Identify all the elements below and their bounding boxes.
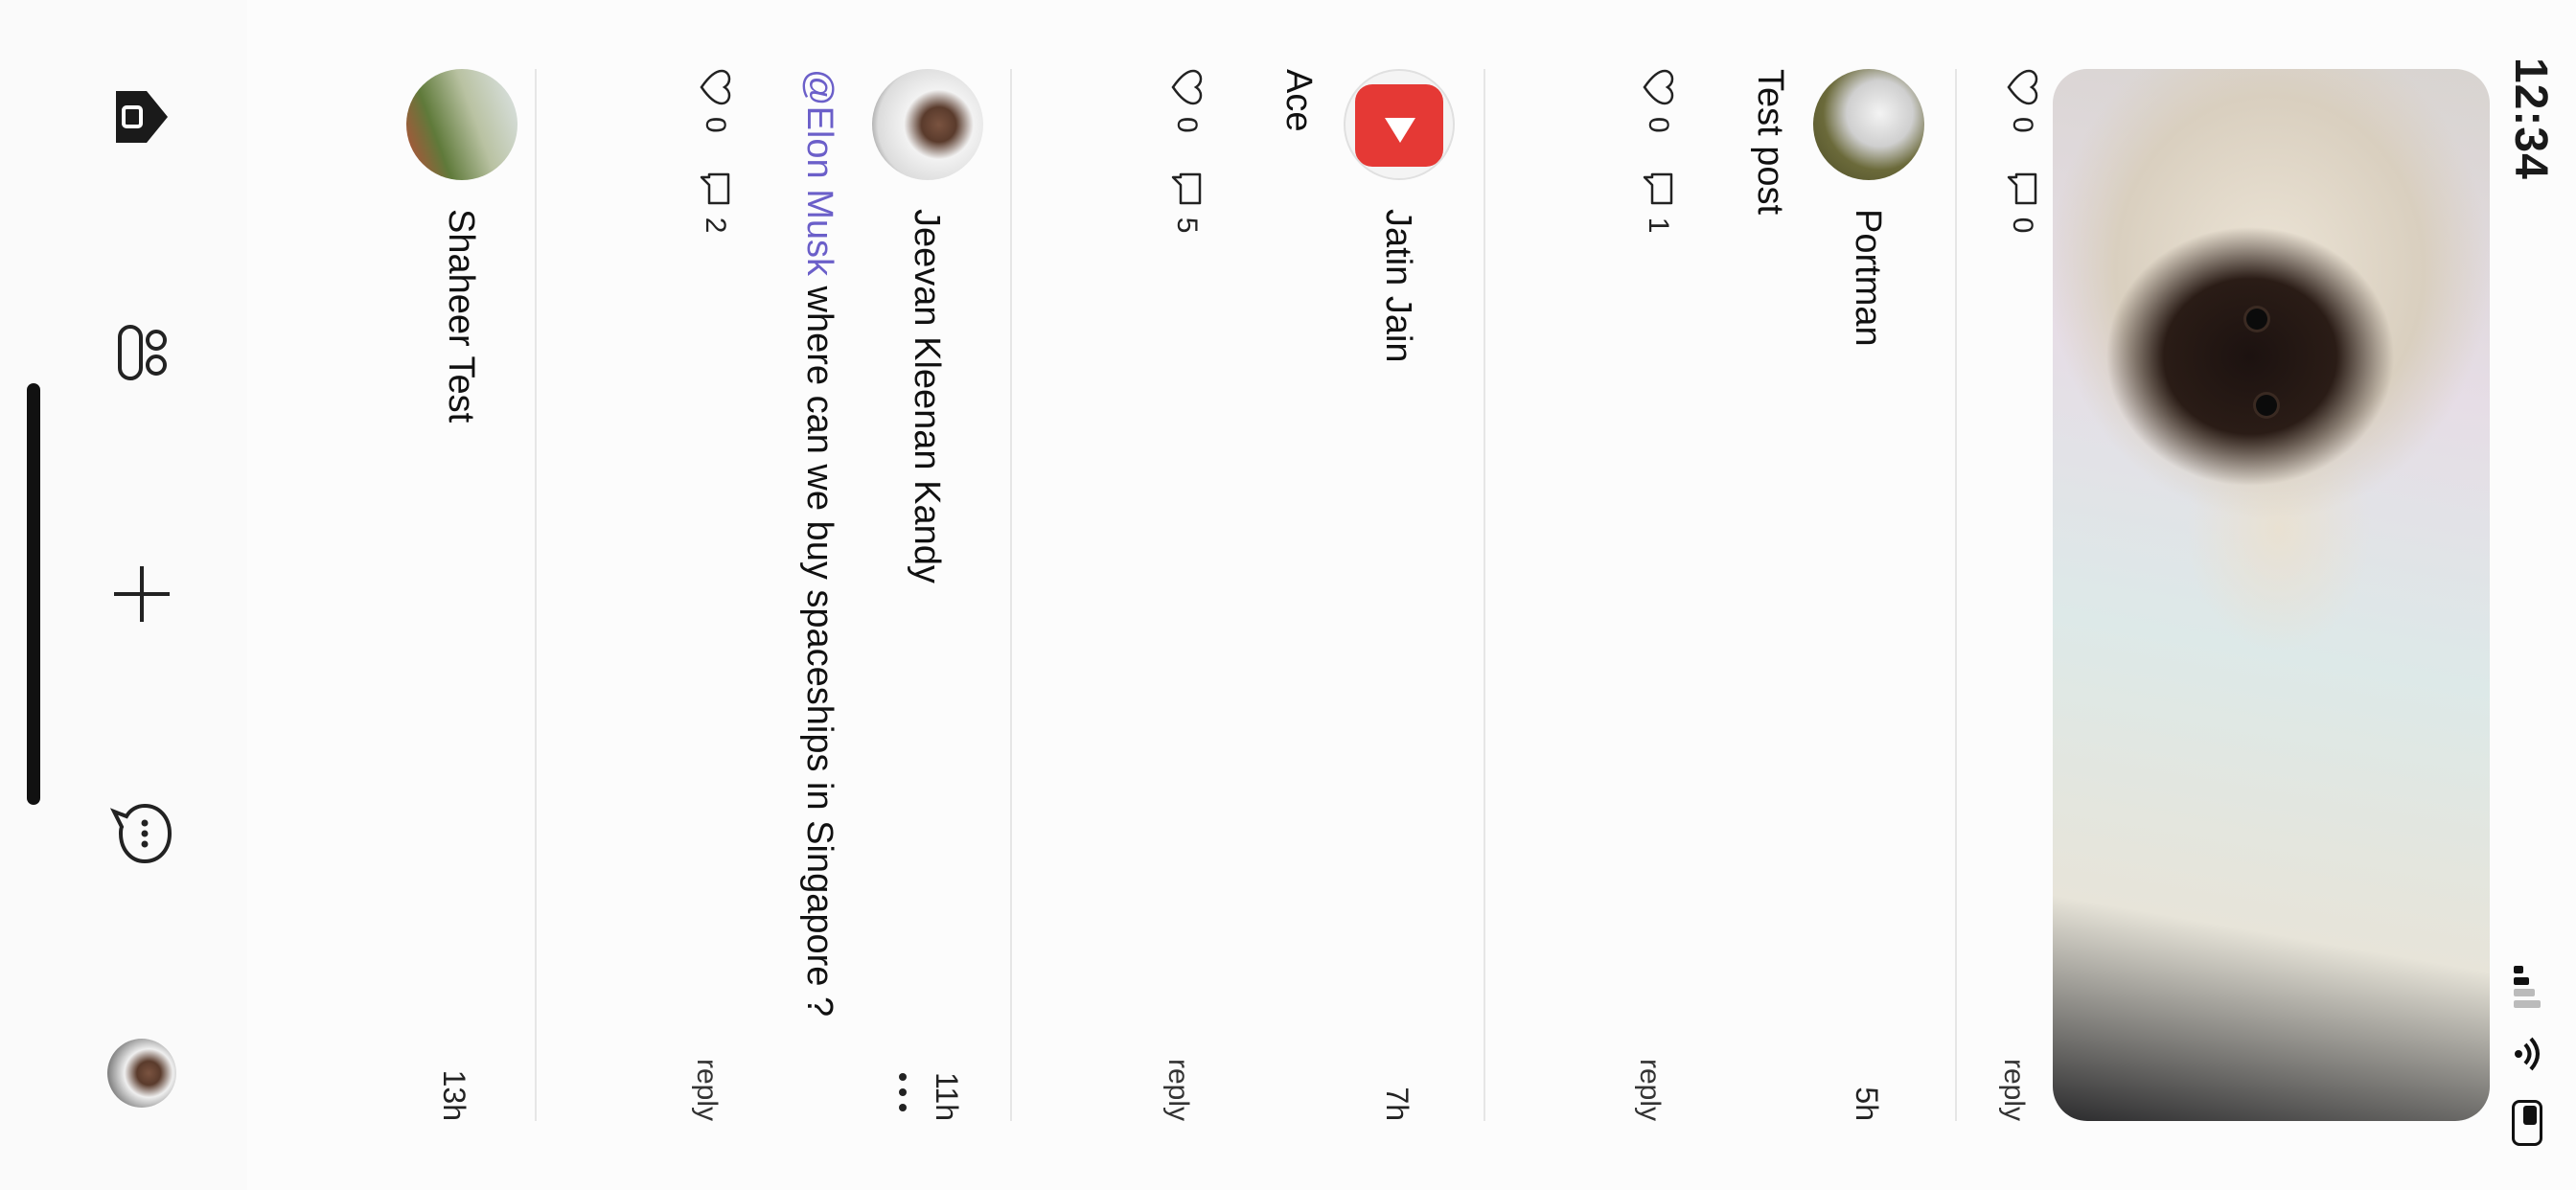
nav-people[interactable]	[94, 305, 190, 400]
nav-home[interactable]	[94, 69, 190, 165]
comment-button[interactable]: 1	[1641, 172, 1675, 234]
like-count: 0	[1643, 117, 1674, 133]
heart-icon	[2007, 69, 2038, 105]
plus-icon	[114, 566, 170, 622]
comment-count: 2	[700, 217, 731, 234]
post-time: 5h	[1850, 1087, 1884, 1121]
like-button[interactable]: 0	[1642, 69, 1674, 133]
like-count: 0	[700, 117, 731, 133]
reply-link[interactable]: reply	[1634, 1058, 1666, 1121]
post-card[interactable]: Portman 5h Test post 0 1 reply	[1503, 69, 1924, 1121]
post-author[interactable]: Portman	[1848, 209, 1888, 347]
avatar[interactable]	[872, 69, 983, 180]
post-author[interactable]: Shaheer Test	[441, 209, 481, 423]
divider	[1955, 69, 1957, 1121]
divider	[535, 69, 537, 1121]
post-text-body: where can we buy spaceships in Singapore…	[799, 275, 840, 1018]
like-count: 0	[1171, 117, 1203, 133]
nav-messages[interactable]	[94, 786, 190, 881]
like-button[interactable]: 0	[2006, 69, 2038, 133]
like-button[interactable]: 0	[1170, 69, 1203, 133]
home-indicator[interactable]	[27, 383, 40, 805]
post-time: 11h	[930, 1071, 964, 1121]
avatar[interactable]	[1344, 69, 1455, 180]
status-time: 12:34	[2505, 57, 2556, 180]
nav-profile[interactable]	[94, 1025, 190, 1121]
chat-bubble-icon	[109, 803, 172, 864]
comment-count: 1	[1643, 217, 1674, 234]
like-button[interactable]: 0	[699, 69, 731, 133]
more-options-icon[interactable]	[899, 1073, 907, 1111]
nav-create[interactable]	[94, 546, 190, 642]
like-count: 0	[2007, 117, 2038, 133]
post-image[interactable]	[2053, 69, 2490, 1121]
post-time: 7h	[1380, 1087, 1414, 1121]
heart-icon	[1643, 69, 1674, 105]
avatar[interactable]	[406, 69, 518, 180]
comment-icon	[1643, 172, 1673, 204]
puppy-eye	[2246, 309, 2267, 330]
comment-count: 0	[2007, 217, 2038, 234]
battery-icon	[2512, 1100, 2542, 1146]
reply-link[interactable]: reply	[691, 1058, 723, 1121]
post-text: Test post	[1750, 69, 1790, 216]
post-time: 13h	[437, 1069, 472, 1121]
wifi-icon	[2515, 1037, 2540, 1071]
signal-icon	[2514, 966, 2541, 1008]
reply-link[interactable]: reply	[1162, 1058, 1194, 1121]
mention-link[interactable]: @Elon Musk	[799, 69, 840, 276]
puppy-eye	[2256, 395, 2277, 416]
home-icon	[116, 91, 168, 143]
post-card[interactable]: Shaheer Test 13h	[326, 69, 518, 1121]
comment-count: 5	[1171, 217, 1203, 234]
heart-icon	[700, 69, 731, 105]
comment-icon	[700, 172, 730, 204]
reply-link[interactable]: reply	[1998, 1058, 2030, 1121]
post-author[interactable]: Jeevan Kleenan Kandy	[907, 209, 947, 584]
profile-avatar	[107, 1039, 176, 1108]
bottom-nav	[0, 0, 247, 1190]
people-icon	[118, 325, 167, 380]
post-actions-top: 0 0 reply	[1972, 69, 2039, 1121]
avatar[interactable]	[1813, 69, 1924, 180]
play-icon	[1385, 118, 1415, 143]
post-text: Ace	[1278, 69, 1319, 132]
post-card[interactable]: Jeevan Kleenan Kandy 11h @Elon Musk wher…	[533, 69, 983, 1121]
divider	[1010, 69, 1012, 1121]
comment-icon	[1171, 172, 1202, 204]
comment-button[interactable]: 2	[698, 172, 732, 234]
comment-button[interactable]: 5	[1169, 172, 1204, 234]
heart-icon	[1171, 69, 1203, 105]
post-author[interactable]: Jatin Jain	[1378, 209, 1418, 363]
status-icons	[2512, 966, 2542, 1146]
comment-button[interactable]: 0	[2005, 172, 2039, 234]
comment-icon	[2007, 172, 2037, 204]
post-card[interactable]: Jatin Jain 7h Ace 0 5 reply	[1033, 69, 1455, 1121]
divider	[1484, 69, 1485, 1121]
post-text: @Elon Musk where can we buy spaceships i…	[798, 69, 840, 1121]
